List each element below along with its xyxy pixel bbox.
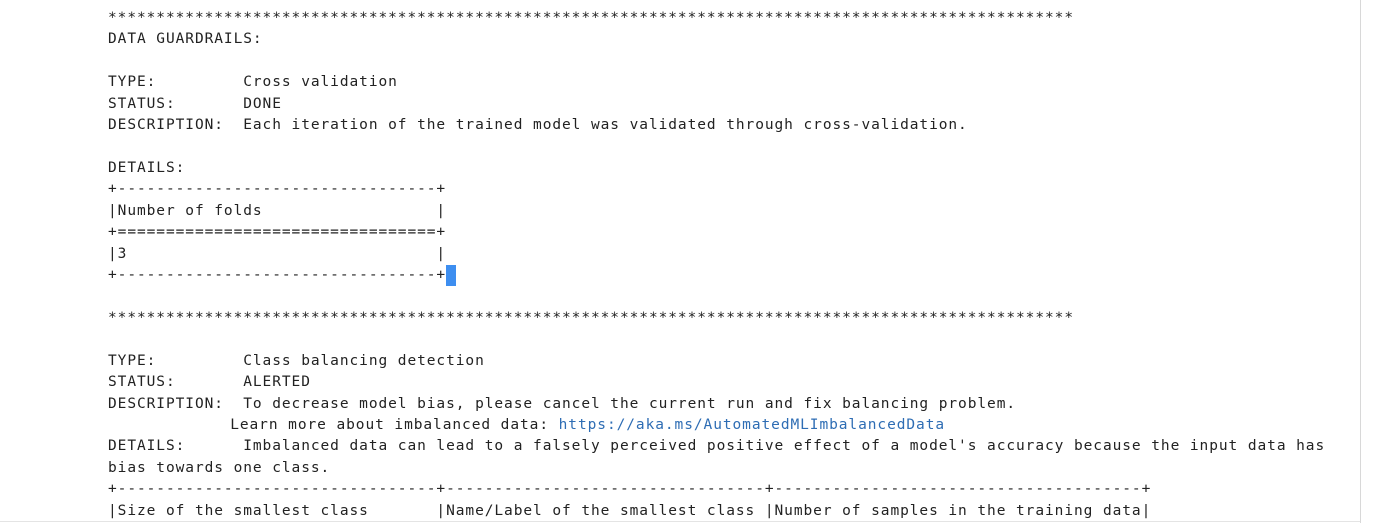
panel-border [1360,0,1361,523]
cell-output: ****************************************… [108,8,1325,522]
table-row: |Number of folds | [108,202,447,219]
description-line: DESCRIPTION: To decrease model bias, ple… [108,395,1017,412]
separator: ****************************************… [108,309,1074,326]
separator: ****************************************… [108,10,1074,26]
learn-more: Learn more about imbalanced data: [230,417,559,434]
details-line: bias towards one class. [108,459,331,476]
heading: DATA GUARDRAILS: [108,31,263,48]
table-row: |Size of the smallest class |Name/Label … [108,502,1152,519]
table-row: |3 | [108,245,447,262]
status-line: STATUS: ALERTED [108,374,311,391]
panel-border [0,521,1360,522]
table-row: +---------------------------------+ [108,267,447,284]
table-row: +---------------------------------+ [108,181,447,198]
table-row: +---------------------------------+-----… [108,481,1152,498]
text-cursor [446,265,457,287]
status-line: STATUS: DONE [108,95,282,112]
table-row: +=================================+ [108,224,447,241]
description-line: DESCRIPTION: Each iteration of the train… [108,117,968,134]
details-label: DETAILS: [108,159,186,176]
details-line: DETAILS: Imbalanced data can lead to a f… [108,438,1326,455]
type-line: TYPE: Class balancing detection [108,352,485,369]
type-line: TYPE: Cross validation [108,74,398,91]
link[interactable]: https://aka.ms/AutomatedMLImbalancedData [558,417,946,434]
